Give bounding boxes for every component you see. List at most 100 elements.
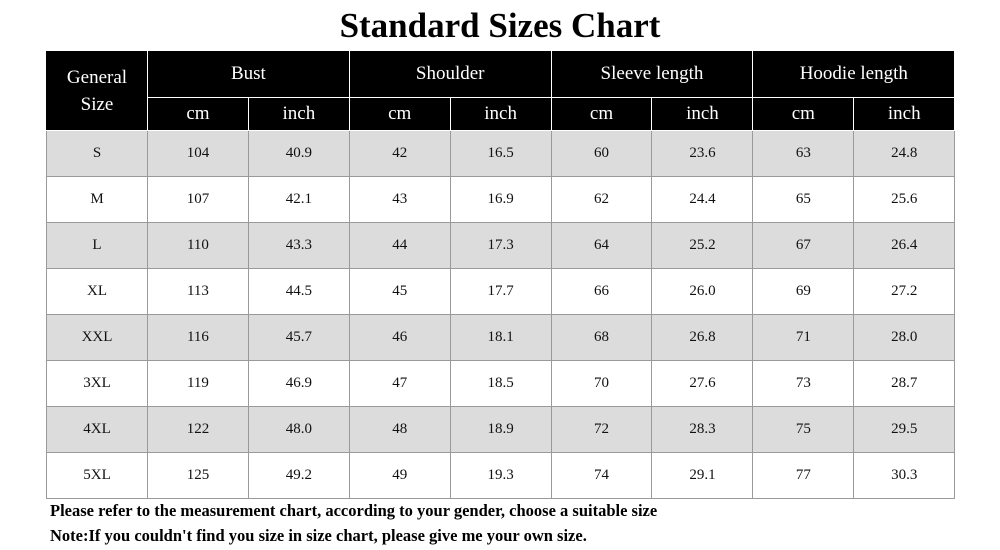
value-cell: 68 bbox=[550, 314, 653, 361]
group-header: Hoodie length bbox=[752, 50, 956, 98]
table-body: S 104 40.9 42 16.5 60 23.6 63 24.8 M 107 42.1 43 16.9… bbox=[46, 130, 956, 499]
value-cell: 28.7 bbox=[853, 360, 956, 407]
value-cell: 26.4 bbox=[853, 222, 956, 269]
unit-header: inch bbox=[247, 97, 350, 131]
value-cell: 18.9 bbox=[449, 406, 552, 453]
unit-header: cm bbox=[550, 97, 653, 131]
value-cell: 24.4 bbox=[651, 176, 754, 223]
table-row: L 110 43.3 44 17.3 64 25.2 67 26.4 bbox=[46, 222, 956, 269]
value-cell: 46 bbox=[348, 314, 451, 361]
value-cell: 72 bbox=[550, 406, 653, 453]
value-cell: 42.1 bbox=[247, 176, 350, 223]
value-cell: 17.3 bbox=[449, 222, 552, 269]
table-head: General Size Bust Shoulder Sleeve length Ho… bbox=[46, 50, 956, 131]
note: Note:If you couldn't find you size in si… bbox=[50, 526, 587, 545]
value-cell: 16.5 bbox=[449, 130, 552, 177]
value-cell: 74 bbox=[550, 452, 653, 499]
unit-row: cm inch cm inch cm inch cm inch bbox=[47, 97, 956, 131]
value-cell: 29.1 bbox=[651, 452, 754, 499]
value-cell: 25.6 bbox=[853, 176, 956, 223]
value-cell: 62 bbox=[550, 176, 653, 223]
table-row: XL 113 44.5 45 17.7 66 26.0 69 27.2 bbox=[46, 268, 956, 315]
value-cell: 28.3 bbox=[651, 406, 754, 453]
value-cell: 18.5 bbox=[449, 360, 552, 407]
value-cell: 25.2 bbox=[651, 222, 754, 269]
value-cell: 19.3 bbox=[449, 452, 552, 499]
size-cell: 4XL bbox=[46, 406, 148, 453]
value-cell: 122 bbox=[147, 406, 249, 453]
size-cell: XXL bbox=[46, 314, 148, 361]
value-cell: 69 bbox=[752, 268, 855, 315]
unit-header: cm bbox=[752, 97, 855, 131]
value-cell: 27.2 bbox=[853, 268, 956, 315]
corner-header: General Size bbox=[46, 50, 148, 131]
value-cell: 73 bbox=[752, 360, 855, 407]
value-cell: 104 bbox=[147, 130, 249, 177]
value-cell: 42 bbox=[348, 130, 451, 177]
value-cell: 29.5 bbox=[853, 406, 956, 453]
table-row: 3XL 119 46.9 47 18.5 70 27.6 73 28.7 bbox=[46, 360, 956, 407]
value-cell: 17.7 bbox=[449, 268, 552, 315]
value-cell: 45.7 bbox=[247, 314, 350, 361]
table-row: M 107 42.1 43 16.9 62 24.4 65 25.6 bbox=[46, 176, 956, 223]
value-cell: 77 bbox=[752, 452, 855, 499]
value-cell: 44.5 bbox=[247, 268, 350, 315]
value-cell: 45 bbox=[348, 268, 451, 315]
group-row: General Size Bust Shoulder Sleeve length Ho… bbox=[46, 50, 956, 131]
value-cell: 70 bbox=[550, 360, 653, 407]
value-cell: 116 bbox=[147, 314, 249, 361]
size-cell: 3XL bbox=[46, 360, 148, 407]
value-cell: 49.2 bbox=[247, 452, 350, 499]
table-row: 4XL 122 48.0 48 18.9 72 28.3 75 29.5 bbox=[46, 406, 956, 453]
value-cell: 48 bbox=[348, 406, 451, 453]
value-cell: 113 bbox=[147, 268, 249, 315]
value-cell: 23.6 bbox=[651, 130, 754, 177]
value-cell: 46.9 bbox=[247, 360, 350, 407]
value-cell: 43 bbox=[348, 176, 451, 223]
value-cell: 26.0 bbox=[651, 268, 754, 315]
value-cell: 44 bbox=[348, 222, 451, 269]
note: Please refer to the measurement chart, a… bbox=[50, 501, 658, 520]
size-cell: M bbox=[46, 176, 148, 223]
value-cell: 107 bbox=[147, 176, 249, 223]
value-cell: 64 bbox=[550, 222, 653, 269]
value-cell: 18.1 bbox=[449, 314, 552, 361]
value-cell: 43.3 bbox=[247, 222, 350, 269]
unit-header: cm bbox=[348, 97, 451, 131]
size-cell: L bbox=[46, 222, 148, 269]
value-cell: 40.9 bbox=[247, 130, 350, 177]
value-cell: 119 bbox=[147, 360, 249, 407]
value-cell: 47 bbox=[348, 360, 451, 407]
value-cell: 27.6 bbox=[651, 360, 754, 407]
unit-header: inch bbox=[853, 97, 956, 131]
group-header: Shoulder bbox=[348, 50, 552, 98]
value-cell: 66 bbox=[550, 268, 653, 315]
value-cell: 63 bbox=[752, 130, 855, 177]
table-row: 5XL 125 49.2 49 19.3 74 29.1 77 30.3 bbox=[46, 452, 956, 499]
size-cell: S bbox=[46, 130, 148, 177]
value-cell: 71 bbox=[752, 314, 855, 361]
value-cell: 28.0 bbox=[853, 314, 956, 361]
group-header: Bust bbox=[147, 50, 350, 98]
size-cell: XL bbox=[46, 268, 148, 315]
title: Standard Sizes Chart bbox=[339, 6, 661, 45]
value-cell: 67 bbox=[752, 222, 855, 269]
value-cell: 30.3 bbox=[853, 452, 956, 499]
value-cell: 75 bbox=[752, 406, 855, 453]
value-cell: 65 bbox=[752, 176, 855, 223]
size-cell: 5XL bbox=[46, 452, 148, 499]
value-cell: 48.0 bbox=[247, 406, 350, 453]
unit-header: inch bbox=[449, 97, 552, 131]
value-cell: 60 bbox=[550, 130, 653, 177]
size-table: General Size Bust Shoulder Sleeve length Ho… bbox=[46, 50, 956, 499]
value-cell: 24.8 bbox=[853, 130, 956, 177]
table-row: XXL 116 45.7 46 18.1 68 26.8 71 28.0 bbox=[46, 314, 956, 361]
unit-header: cm bbox=[147, 97, 249, 131]
value-cell: 26.8 bbox=[651, 314, 754, 361]
value-cell: 125 bbox=[147, 452, 249, 499]
group-header: Sleeve length bbox=[550, 50, 754, 98]
table-row: S 104 40.9 42 16.5 60 23.6 63 24.8 bbox=[46, 130, 956, 177]
value-cell: 110 bbox=[147, 222, 249, 269]
unit-header: inch bbox=[651, 97, 754, 131]
